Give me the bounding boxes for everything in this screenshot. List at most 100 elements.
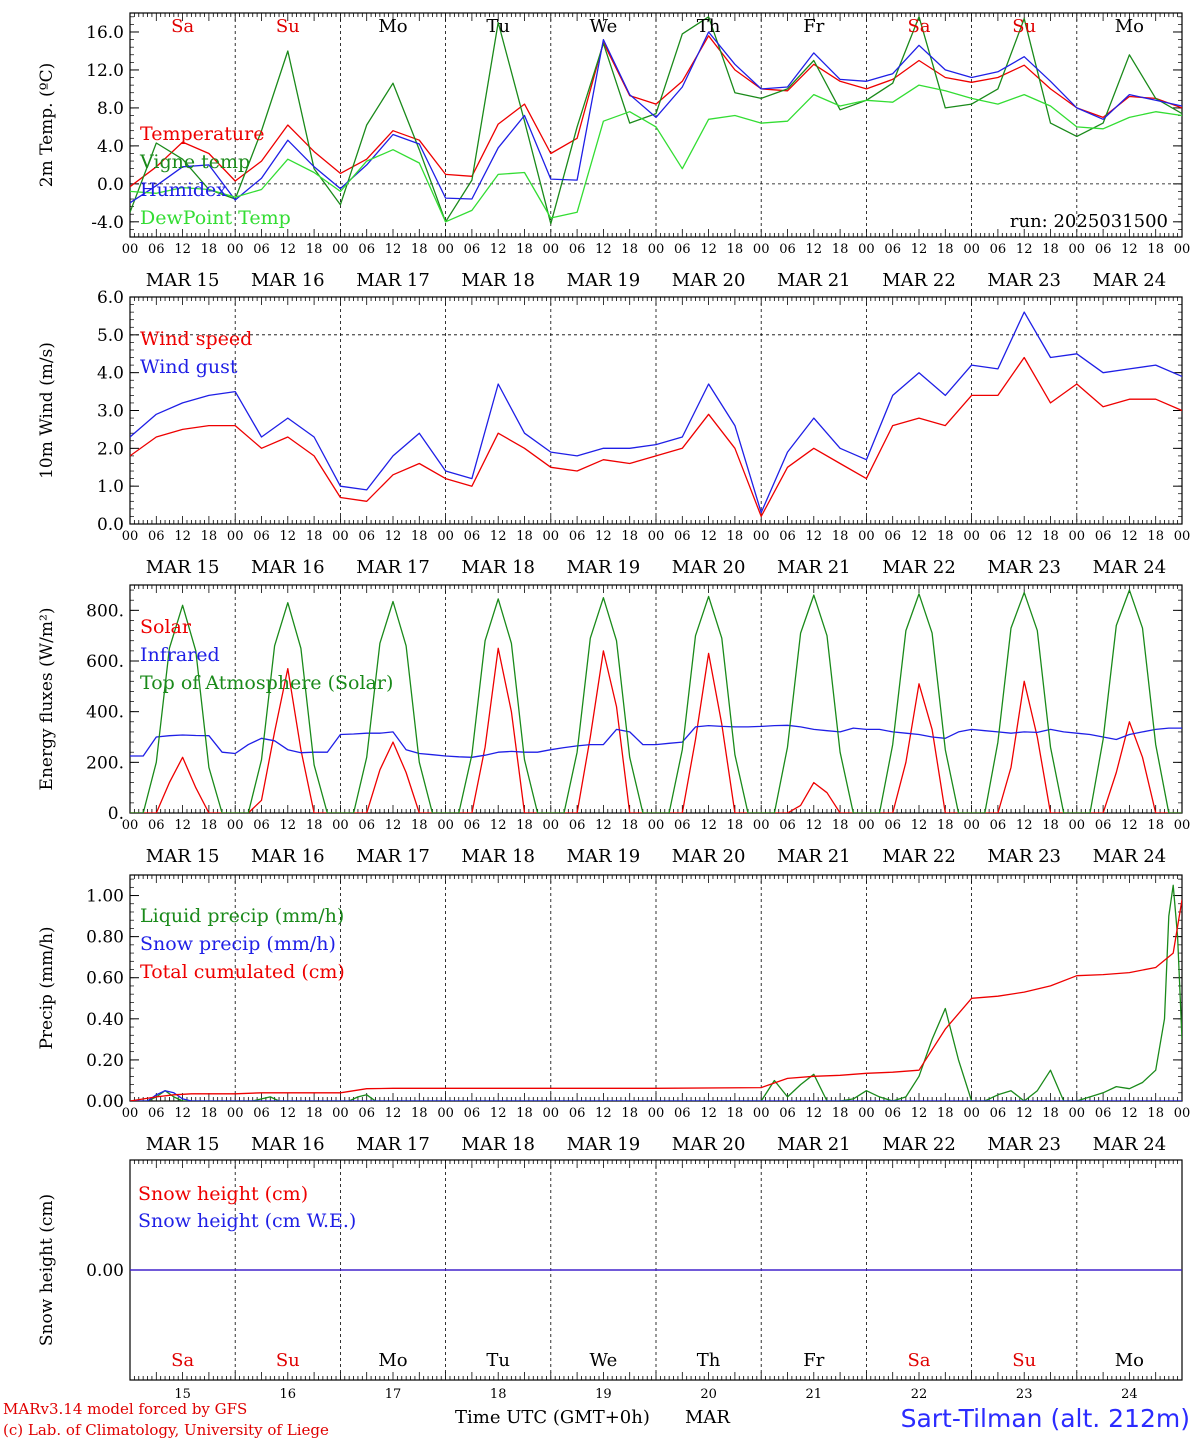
x-tick-label: 18 — [832, 818, 849, 833]
x-date-label: MAR 21 — [777, 557, 851, 578]
x-tick-label: 18 — [516, 1106, 533, 1121]
legend-entry: Wind speed — [140, 328, 252, 350]
x-tick-label: 06 — [569, 242, 586, 257]
x-tick-label: 00 — [1174, 818, 1191, 833]
x-tick-label: 12 — [1121, 242, 1138, 257]
station-label: Sart-Tilman (alt. 212m) — [901, 1404, 1190, 1433]
x-date-label: MAR 24 — [1093, 557, 1167, 578]
day-number-label: 18 — [490, 1387, 507, 1402]
x-tick-label: 18 — [1042, 529, 1059, 544]
legend-entry: Total cumulated (cm) — [140, 961, 345, 983]
y-axis-title: 10m Wind (m/s) — [37, 342, 57, 479]
day-number-label: 24 — [1121, 1387, 1138, 1402]
x-tick-label: 12 — [595, 818, 612, 833]
x-tick-label: 12 — [1121, 818, 1138, 833]
x-tick-label: 00 — [1069, 242, 1086, 257]
panel-temperature: -4.0 0.0 4.0 8.0 12.0 16.0 2m Temp. (ºC) Temper… — [37, 12, 1190, 291]
x-tick-label: 12 — [174, 242, 191, 257]
legend-entry: DewPoint Temp — [140, 207, 291, 229]
x-date-label: MAR 20 — [672, 557, 746, 578]
y-tick-label: 0.20 — [86, 1051, 124, 1071]
panel-wind: 0.0 1.0 2.0 3.0 4.0 5.0 6.0 10m Wind (m/s) Wind … — [37, 288, 1190, 578]
x-tick-label: 18 — [411, 818, 428, 833]
series-line-vigne-temp — [130, 16, 1182, 225]
x-date-label: MAR 16 — [251, 1134, 325, 1155]
y-tick-label: 0.00 — [86, 1092, 124, 1112]
x-date-label: MAR 23 — [987, 846, 1061, 867]
day-number-label: 20 — [700, 1387, 717, 1402]
x-date-label: MAR 21 — [777, 270, 851, 291]
series-line-snow-precip-mm-h- — [130, 1090, 1182, 1101]
x-tick-label: 12 — [595, 1106, 612, 1121]
x-tick-label: 12 — [280, 529, 297, 544]
x-tick-label: 18 — [832, 1106, 849, 1121]
y-tick-label: 0.60 — [86, 969, 124, 989]
x-tick-label: 18 — [516, 242, 533, 257]
x-tick-label: 06 — [148, 1106, 165, 1121]
x-tick-label: 00 — [648, 242, 665, 257]
x-tick-label: 18 — [832, 242, 849, 257]
x-tick-label: 18 — [727, 1106, 744, 1121]
panel-energy: 0. 200. 400. 600. 800. Energy fluxes (W/m²) So… — [37, 584, 1191, 867]
x-date-label: MAR 16 — [251, 846, 325, 867]
x-tick-label: 06 — [884, 242, 901, 257]
y-tick-label: 12.0 — [86, 61, 124, 81]
x-tick-label: 00 — [543, 529, 560, 544]
x-date-label: MAR 19 — [567, 270, 641, 291]
y-tick-label: 4.0 — [97, 137, 124, 157]
x-tick-label: 00 — [858, 818, 875, 833]
x-date-label: MAR 20 — [672, 1134, 746, 1155]
x-tick-label: 06 — [253, 529, 270, 544]
month-label: MAR — [685, 1407, 730, 1428]
x-tick-label: 12 — [806, 529, 823, 544]
x-tick-label: 00 — [858, 529, 875, 544]
x-tick-label: 00 — [1174, 1106, 1191, 1121]
x-tick-label: 06 — [253, 242, 270, 257]
series-line-solar — [130, 647, 1182, 813]
x-date-label: MAR 15 — [146, 846, 220, 867]
weekday-label: Fr — [803, 16, 824, 37]
weekday-label: Su — [276, 16, 300, 37]
x-tick-label: 00 — [753, 529, 770, 544]
x-tick-label: 00 — [1174, 529, 1191, 544]
x-tick-label: 06 — [253, 1106, 270, 1121]
day-number-label: 16 — [280, 1387, 297, 1402]
x-tick-label: 00 — [227, 818, 244, 833]
x-tick-label: 18 — [937, 242, 954, 257]
x-tick-label: 18 — [411, 529, 428, 544]
x-tick-label: 00 — [332, 1106, 349, 1121]
x-tick-label: 00 — [543, 1106, 560, 1121]
x-tick-label: 18 — [516, 529, 533, 544]
x-tick-label: 06 — [674, 529, 691, 544]
x-tick-label: 06 — [358, 1106, 375, 1121]
x-date-label: MAR 24 — [1093, 1134, 1167, 1155]
weekday-label: Mo — [378, 1350, 407, 1371]
x-tick-label: 18 — [727, 242, 744, 257]
x-tick-label: 00 — [858, 242, 875, 257]
legend-entry: Temperature — [140, 123, 264, 145]
x-tick-label: 00 — [227, 529, 244, 544]
weekday-label: We — [590, 16, 618, 37]
panel-precip: 0.00 0.20 0.40 0.60 0.80 1.00 Precip (mm/h) Liq… — [37, 874, 1191, 1155]
x-tick-label: 00 — [753, 818, 770, 833]
x-tick-label: 18 — [306, 242, 323, 257]
legend-entry: Infrared — [140, 644, 220, 666]
y-tick-label: 0.80 — [86, 928, 124, 948]
x-tick-label: 12 — [700, 242, 717, 257]
y-tick-label: 0.0 — [97, 515, 124, 535]
x-tick-label: 00 — [963, 529, 980, 544]
x-date-label: MAR 17 — [356, 557, 430, 578]
y-axis-title: 2m Temp. (ºC) — [37, 63, 57, 188]
x-tick-label: 00 — [332, 242, 349, 257]
run-label: run: 2025031500 — [1010, 211, 1168, 232]
x-tick-label: 00 — [122, 529, 139, 544]
legend-entry: Top of Atmosphere (Solar) — [140, 672, 393, 694]
x-tick-label: 12 — [385, 818, 402, 833]
series-line-top-of-atmosphere-solar- — [130, 589, 1182, 813]
x-date-label: MAR 19 — [567, 1134, 641, 1155]
x-tick-label: 00 — [437, 818, 454, 833]
x-tick-label: 12 — [385, 529, 402, 544]
x-tick-label: 18 — [937, 529, 954, 544]
weekday-label: Tu — [486, 16, 510, 37]
